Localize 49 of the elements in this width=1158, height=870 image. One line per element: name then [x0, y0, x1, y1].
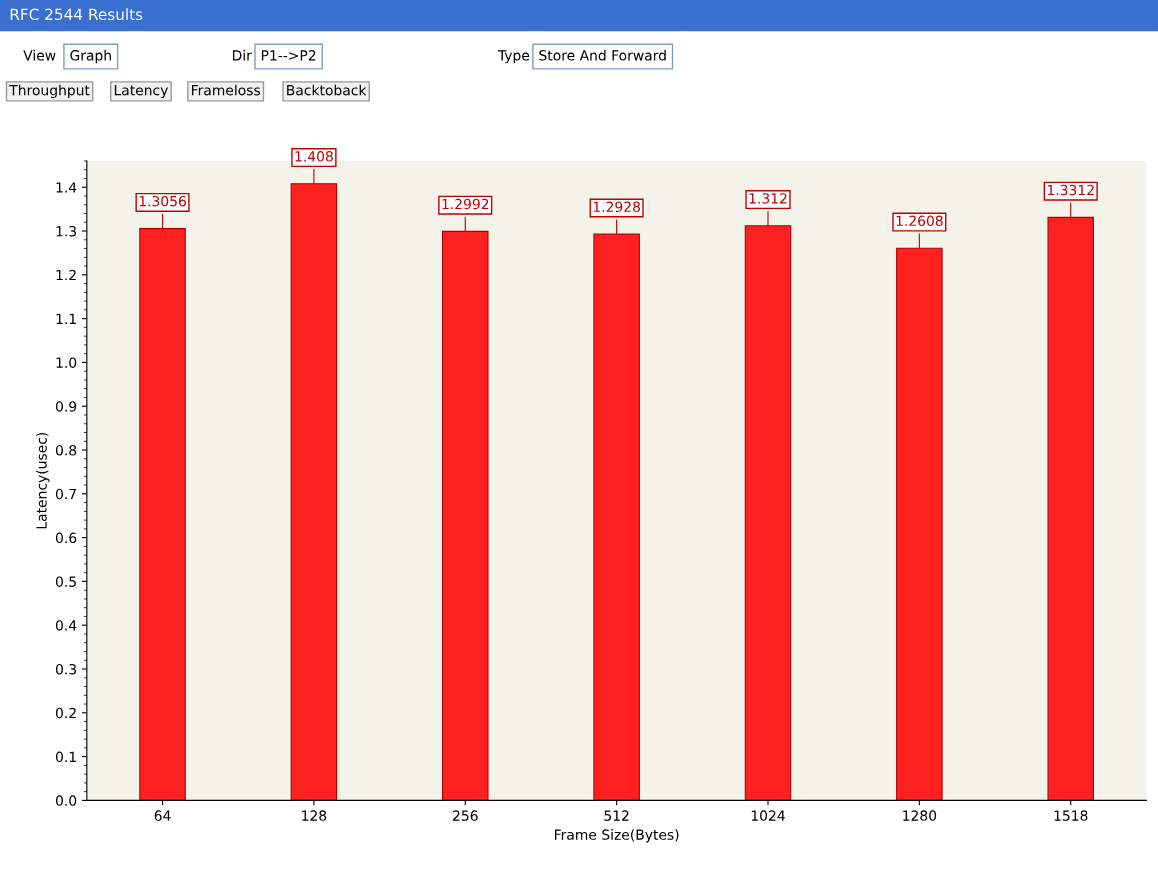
text: Throughput — [9, 84, 90, 99]
y-tick-label: 1.2 — [56, 269, 76, 281]
x-tick-label: 128 — [302, 810, 327, 821]
y-tick-label: 0.7 — [55, 488, 76, 500]
text: Type — [497, 50, 530, 64]
x-tick-label: 64 — [154, 810, 171, 821]
text: Dir — [232, 49, 252, 61]
y-tick-label: 0.4 — [55, 620, 77, 631]
data-label: 1.3056 — [139, 195, 186, 207]
data-label: 1.2608 — [896, 215, 943, 227]
y-tick-label: 0.3 — [55, 663, 77, 675]
x-tick-label: 256 — [453, 810, 478, 821]
y-tick-label: 0.1 — [55, 751, 76, 763]
y-tick-label: 0.2 — [55, 707, 76, 719]
data-label: 1.2992 — [442, 198, 489, 210]
data-label: 1.408 — [295, 151, 333, 162]
y-tick-label: 0.8 — [55, 444, 77, 456]
y-tick-label: 1.1 — [56, 313, 76, 324]
y-tick-label: 0.9 — [55, 401, 77, 412]
bar — [442, 230, 489, 801]
x-tick-label: 512 — [604, 810, 629, 821]
text: P1-->P2 — [261, 50, 316, 61]
bar — [593, 233, 640, 801]
y-tick-label: 1.0 — [56, 357, 77, 368]
text: Latency — [114, 85, 168, 99]
data-label: 1.3312 — [1047, 184, 1094, 196]
data-label: 1.2928 — [593, 201, 640, 213]
y-axis-title: Latency(usec) — [36, 432, 50, 529]
x-axis-title: Frame Size(Bytes) — [554, 829, 679, 843]
bar — [290, 183, 338, 801]
bar — [744, 225, 792, 801]
bar — [896, 247, 943, 801]
x-tick-label: 1024 — [751, 810, 785, 821]
x-tick-label: 1280 — [903, 810, 937, 821]
y-tick-label: 0.0 — [55, 795, 77, 806]
bar — [1047, 216, 1094, 801]
x-tick-label: 1518 — [1054, 810, 1088, 821]
bar — [139, 228, 186, 801]
text: Store And Forward — [539, 49, 666, 61]
text: Backtoback — [287, 84, 367, 96]
y-tick-label: 0.5 — [55, 576, 76, 587]
y-tick-label: 0.6 — [55, 532, 77, 544]
chart-title: RFC 2544 Results — [10, 8, 143, 21]
text: Graph — [70, 49, 111, 64]
text: Frameloss — [191, 84, 261, 96]
data-label: 1.312 — [749, 193, 787, 204]
text: View — [23, 49, 56, 61]
y-tick-label: 1.4 — [56, 182, 77, 193]
y-tick-label: 1.3 — [56, 226, 77, 237]
